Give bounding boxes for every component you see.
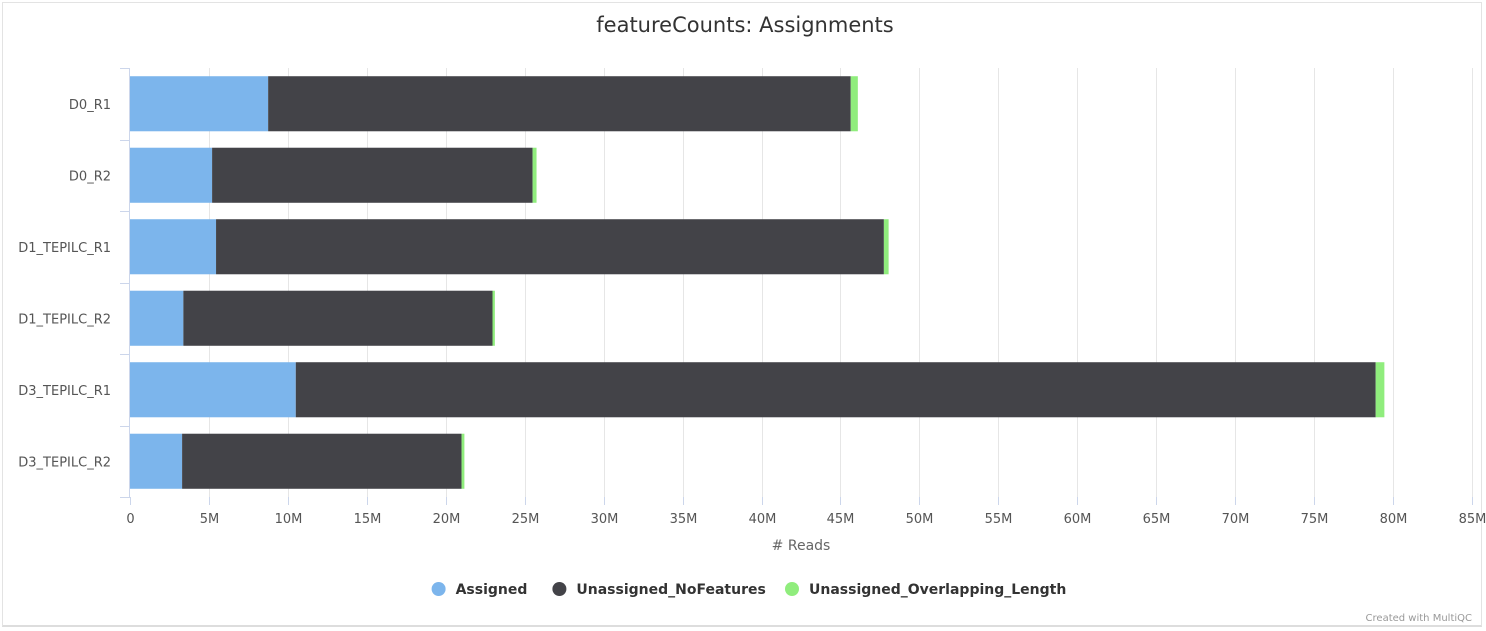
value-axis: 0 5M 10M 15M 20M 25M 30M 35M 40M 45M 50M 55M 60M 65M 7…	[126, 497, 1486, 527]
legend-item[interactable]: Unassigned_NoFeatures	[552, 582, 766, 598]
x-tick-label: 5M	[200, 512, 220, 527]
category-label: D0_R1	[69, 98, 111, 113]
x-tick-label: 25M	[512, 512, 540, 527]
bar-segment[interactable]: D3_TEPILC_R2 — Unassigned_Overlapping_Le…	[461, 433, 465, 489]
x-tick-label: 80M	[1380, 512, 1408, 527]
bar-segment[interactable]: D1_TEPILC_R1 — Assigned: 5450000	[130, 219, 217, 275]
gridlines	[209, 68, 1473, 497]
legend-marker	[785, 582, 799, 596]
chart-title: featureCounts: Assignments	[596, 13, 893, 37]
credit-text[interactable]: Created with MultiQC	[1366, 613, 1472, 624]
x-tick-label: 65M	[1143, 512, 1171, 527]
category-label: D3_TEPILC_R2	[18, 455, 111, 470]
legend-label: Unassigned_Overlapping_Length	[809, 582, 1066, 598]
bar-segment[interactable]: D1_TEPILC_R2 — Assigned: 3380000	[130, 290, 184, 346]
x-tick-label: 70M	[1222, 512, 1250, 527]
category-label: D3_TEPILC_R1	[18, 384, 111, 399]
bar-segment[interactable]: D0_R2 — Assigned: 5200000	[130, 147, 213, 203]
x-axis-title: # Reads	[772, 538, 831, 554]
legend-item[interactable]: Unassigned_Overlapping_Length	[785, 582, 1066, 598]
bar-segment[interactable]: D0_R1 — Assigned: 8750000	[130, 76, 269, 132]
category-label: D0_R2	[69, 169, 111, 184]
legend-item[interactable]: Assigned	[431, 582, 528, 598]
legend-marker	[552, 582, 567, 596]
bar-segment[interactable]: D3_TEPILC_R1 — Assigned: 10500000	[130, 362, 296, 418]
bar-segment[interactable]: D1_TEPILC_R1 — Unassigned_NoFeatures: 42…	[216, 219, 884, 275]
bar-segment[interactable]: D0_R1 — Unassigned_NoFeatures: 36900000	[268, 76, 851, 132]
x-tick-label: 45M	[827, 512, 855, 527]
category-label: D1_TEPILC_R2	[18, 312, 111, 327]
x-tick-label: 15M	[354, 512, 382, 527]
x-tick-label: 85M	[1459, 512, 1486, 527]
legend-marker	[431, 582, 446, 596]
x-tick-label: 60M	[1064, 512, 1092, 527]
bar-segment[interactable]: D1_TEPILC_R2 — Unassigned_NoFeatures: 19…	[183, 290, 493, 346]
x-tick-label: 75M	[1301, 512, 1329, 527]
bar-segment[interactable]: D0_R2 — Unassigned_NoFeatures: 20300000	[212, 147, 533, 203]
x-tick-label: 30M	[591, 512, 619, 527]
x-tick-label: 40M	[749, 512, 777, 527]
bar-segment[interactable]: D1_TEPILC_R1 — Unassigned_Overlapping_Le…	[883, 219, 889, 275]
legend-label: Unassigned_NoFeatures	[576, 582, 765, 598]
category-axis: D0_R1 D0_R2 D1_TEPILC_R1 D1_TEPILC_R2 D3_TEP…	[18, 68, 130, 498]
x-tick-label: 10M	[275, 512, 303, 527]
category-label: D1_TEPILC_R1	[18, 241, 111, 256]
bars: D0_R1 — Assigned: 8750000D0_R1 — Unassig…	[130, 76, 1385, 489]
x-tick-label: 20M	[433, 512, 461, 527]
legend-label: Assigned	[456, 582, 528, 598]
bar-segment[interactable]: D3_TEPILC_R1 — Unassigned_NoFeatures: 68…	[295, 362, 1376, 418]
legend: Assigned Unassigned_NoFeatures Unassigned_…	[431, 582, 1066, 598]
bar-segment[interactable]: D0_R1 — Unassigned_Overlapping_Length: 4…	[850, 76, 858, 132]
bar-segment[interactable]: D0_R2 — Unassigned_Overlapping_Length: 2…	[532, 147, 537, 203]
bar-segment[interactable]: D1_TEPILC_R2 — Unassigned_Overlapping_Le…	[492, 290, 495, 346]
bar-segment[interactable]: D3_TEPILC_R2 — Assigned: 3300000	[130, 433, 183, 489]
x-tick-label: 0	[126, 512, 134, 527]
x-tick-label: 50M	[906, 512, 934, 527]
x-tick-label: 35M	[670, 512, 698, 527]
bar-segment[interactable]: D3_TEPILC_R1 — Unassigned_Overlapping_Le…	[1375, 362, 1385, 418]
bar-segment[interactable]: D3_TEPILC_R2 — Unassigned_NoFeatures: 17…	[182, 433, 462, 489]
x-tick-label: 55M	[985, 512, 1013, 527]
